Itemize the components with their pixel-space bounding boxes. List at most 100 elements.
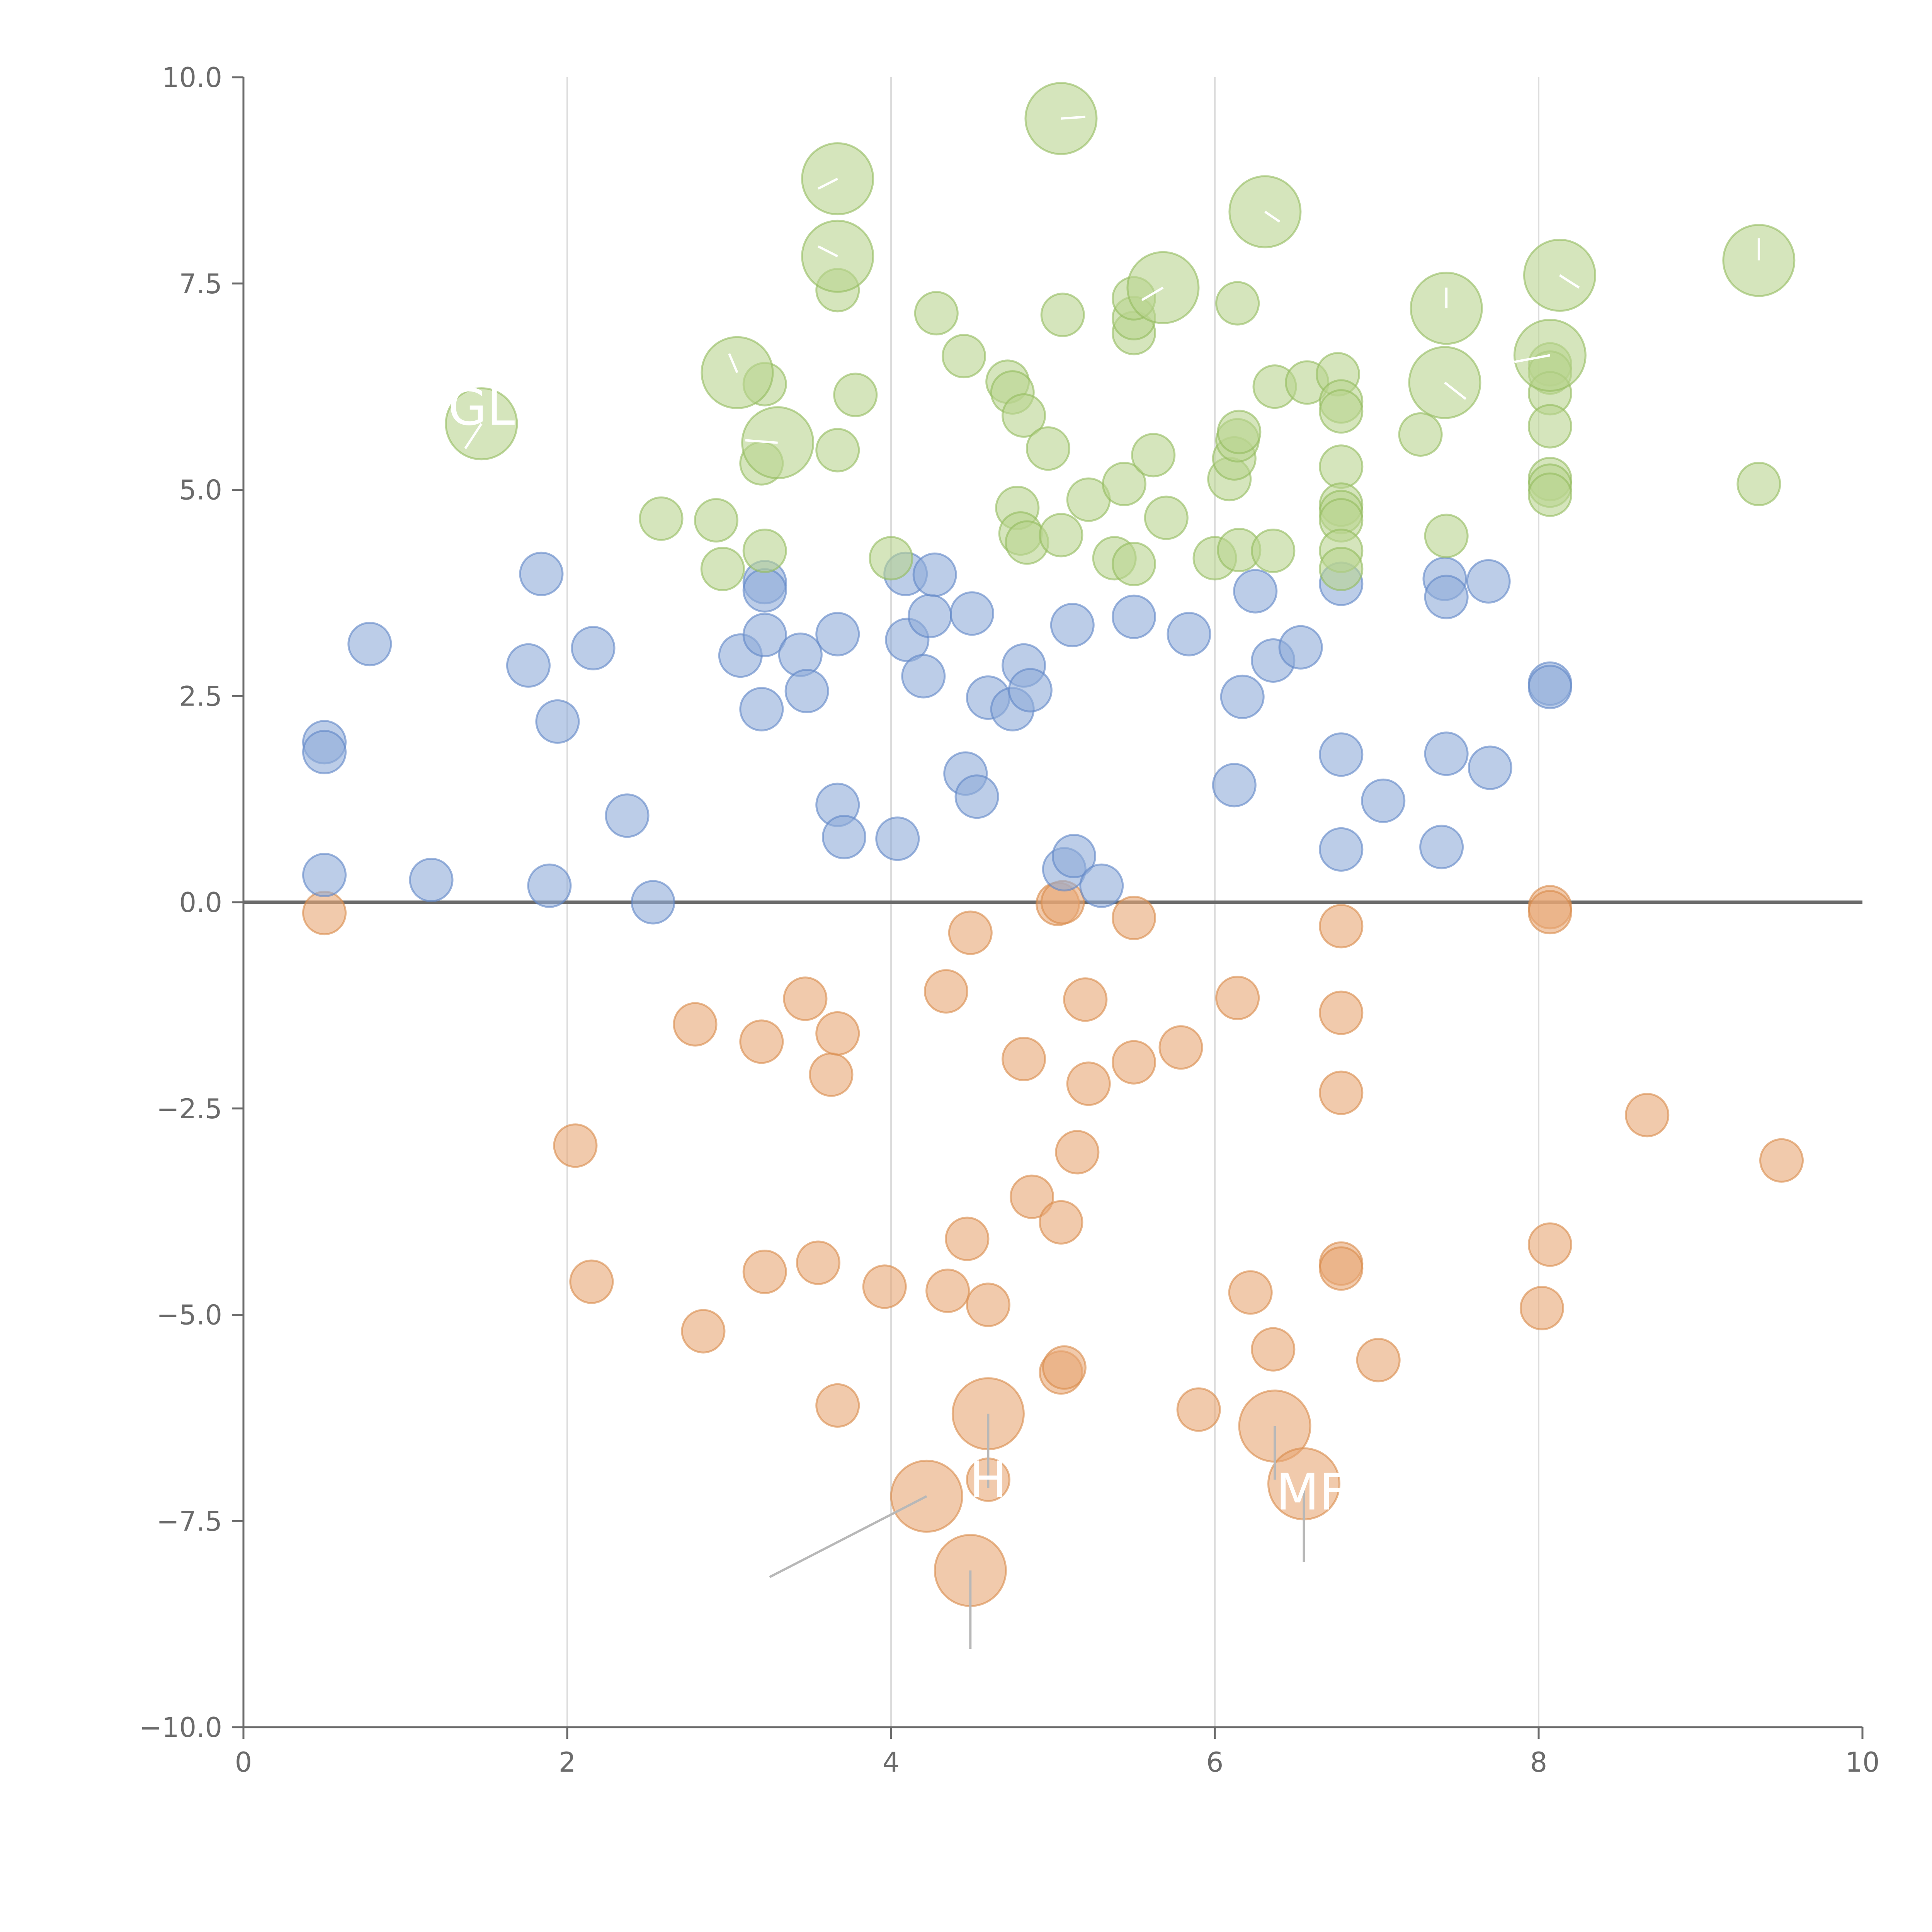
- data-point-low: [948, 910, 993, 955]
- data-point-low: [1042, 1345, 1087, 1390]
- y-tick-label: −2.5: [156, 1093, 222, 1125]
- data-point-high: [1040, 293, 1085, 337]
- data-point-high: [1319, 444, 1364, 489]
- data-point-high: [1736, 462, 1781, 507]
- data-point-low: [1002, 1037, 1046, 1082]
- leader-line: [1061, 116, 1086, 120]
- data-point-low: [796, 1240, 840, 1285]
- data-point-mid: [1008, 668, 1053, 713]
- y-tick-label: −7.5: [156, 1505, 222, 1537]
- data-point-low: [923, 969, 968, 1014]
- data-point-high: [1527, 472, 1572, 517]
- data-point-high: [639, 496, 684, 541]
- data-point-mid: [1167, 612, 1211, 656]
- x-tick-label: 2: [559, 1747, 576, 1778]
- data-point-high: [1026, 426, 1070, 471]
- data-point-low: [1527, 1222, 1572, 1267]
- data-point-mid: [784, 668, 829, 713]
- data-point-large-high: [1408, 346, 1481, 419]
- data-point-high: [1144, 495, 1189, 540]
- data-point-low: [1176, 1387, 1221, 1432]
- data-point-low: [553, 1123, 598, 1168]
- data-point-high: [1319, 546, 1364, 591]
- x-tick-label: 6: [1206, 1747, 1224, 1778]
- leader-line: [464, 423, 483, 449]
- data-point-mid: [1319, 827, 1364, 872]
- data-point-mid: [571, 626, 616, 670]
- x-tick-label: 10: [1845, 1747, 1879, 1778]
- data-point-mid: [1466, 559, 1511, 604]
- data-point-mid: [302, 853, 347, 898]
- data-point-mid: [1424, 731, 1469, 776]
- data-point-mid: [778, 633, 823, 677]
- x-tick-label: 0: [235, 1747, 252, 1778]
- data-point-mid: [821, 815, 866, 859]
- data-point-low: [1527, 890, 1572, 935]
- data-point-low: [815, 1383, 860, 1428]
- data-point-mid: [875, 816, 920, 861]
- data-point-low: [1055, 1130, 1100, 1175]
- data-point-high: [1215, 281, 1260, 326]
- data-point-mid: [912, 552, 957, 597]
- data-point-high: [1217, 410, 1262, 454]
- data-point-low: [742, 1249, 787, 1294]
- data-point-low: [809, 1052, 854, 1097]
- y-tick-label: 0.0: [179, 887, 222, 918]
- data-point-large-high: [801, 142, 874, 216]
- leader-line: [1514, 354, 1550, 363]
- data-point-mid: [605, 793, 650, 838]
- leader-line: [769, 1495, 927, 1578]
- y-tick-label: 7.5: [179, 268, 222, 300]
- y-tick-label: −10.0: [139, 1712, 222, 1743]
- data-point-high: [1251, 528, 1296, 573]
- data-point-mid: [1112, 594, 1156, 639]
- data-point-mid: [1468, 745, 1512, 790]
- data-point-mid: [1278, 625, 1323, 670]
- y-tick-label: 10.0: [162, 62, 222, 94]
- leader-line: [1444, 381, 1467, 400]
- data-point-low: [945, 1216, 990, 1261]
- data-point-mid: [1319, 732, 1364, 777]
- data-point-low: [681, 1309, 726, 1354]
- data-point-low: [1625, 1093, 1670, 1138]
- data-point-mid: [535, 699, 580, 744]
- data-point-low: [1063, 977, 1108, 1022]
- x-tick-label: 8: [1530, 1747, 1548, 1778]
- data-point-low: [1519, 1286, 1564, 1330]
- data-point-mid: [506, 643, 551, 688]
- data-point-mid: [1220, 674, 1265, 719]
- leader-layer: [464, 116, 1760, 1649]
- data-point-low: [673, 1002, 718, 1047]
- data-point-large-high: [1523, 238, 1596, 312]
- data-point-high: [694, 498, 738, 543]
- data-point-low: [1112, 1040, 1156, 1085]
- y-tick-label: 5.0: [179, 474, 222, 506]
- data-point-mid: [302, 730, 347, 774]
- data-point-high: [869, 536, 913, 581]
- data-point-low: [925, 1269, 970, 1313]
- y-tick-label: 2.5: [179, 680, 222, 712]
- leader-line: [1559, 274, 1580, 289]
- data-point-high: [815, 428, 860, 473]
- data-point-high: [742, 528, 787, 573]
- leader-line: [818, 245, 838, 257]
- leader-line: [1264, 211, 1281, 223]
- data-point-mid: [908, 594, 952, 638]
- leader-line: [728, 353, 738, 373]
- point-label: H: [969, 1451, 1007, 1509]
- data-point-mid: [1419, 825, 1464, 869]
- data-point-mid: [739, 687, 784, 731]
- data-point-low: [1319, 904, 1364, 949]
- data-point-low: [1319, 990, 1364, 1035]
- data-point-mid: [1050, 603, 1095, 648]
- data-point-large-high: [701, 336, 774, 409]
- data-point-high: [700, 546, 745, 591]
- data-point-mid: [409, 857, 454, 902]
- data-point-mid: [815, 612, 860, 656]
- data-point-low: [1010, 1174, 1054, 1219]
- data-point-low: [783, 976, 828, 1021]
- data-point-low: [1759, 1138, 1804, 1183]
- points-layer: [302, 82, 1804, 1607]
- data-point-mid: [1424, 575, 1469, 619]
